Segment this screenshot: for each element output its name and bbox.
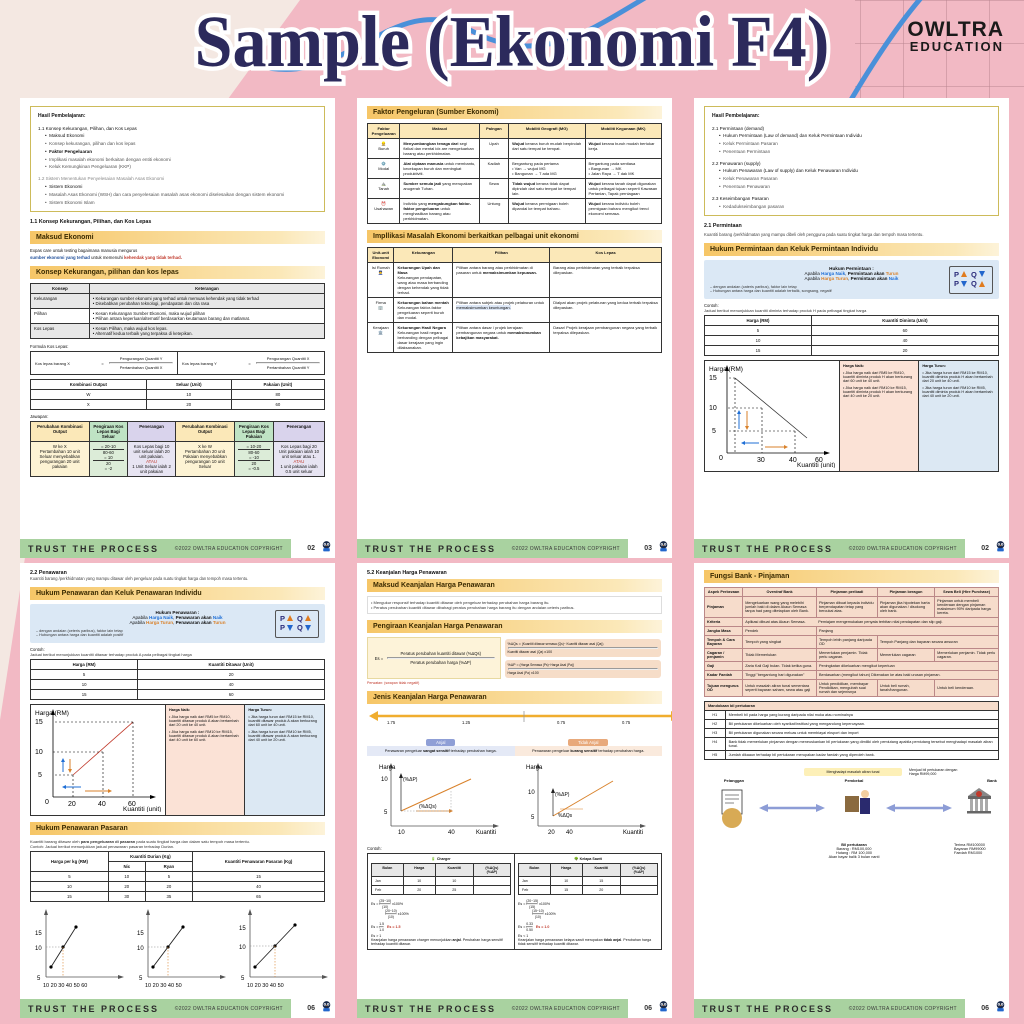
svg-text:(%ΔP): (%ΔP) [555,792,570,798]
svg-text:P: P [280,614,285,623]
svg-text:P: P [954,270,959,279]
svg-text:0: 0 [45,799,49,806]
svg-text:20: 20 [68,801,76,808]
svg-text:5: 5 [531,815,535,821]
svg-text:Harga: Harga [379,765,396,771]
svg-text:15: 15 [35,931,42,937]
svg-text:0: 0 [719,455,723,462]
svg-text:10: 10 [709,405,717,412]
svg-text:40: 40 [448,830,455,836]
svg-text:(%ΔQs): (%ΔQs) [419,804,437,810]
svg-text:10 20 30 40 50 60: 10 20 30 40 50 60 [43,983,87,989]
svg-text:5: 5 [712,428,716,435]
svg-text:Q: Q [971,270,977,279]
svg-text:%ΔQs: %ΔQs [558,813,573,819]
svg-text:5: 5 [38,772,42,779]
svg-text:10: 10 [137,946,144,952]
svg-text:5: 5 [139,976,143,982]
svg-text:5: 5 [37,976,41,982]
svg-text:Q: Q [971,279,977,288]
svg-text:Q: Q [297,623,303,632]
svg-text:Kuantiti: Kuantiti [476,830,496,836]
svg-text:Harga (RM): Harga (RM) [35,710,69,717]
svg-text:Harga (RM): Harga (RM) [709,366,743,373]
svg-text:10: 10 [398,830,405,836]
svg-text:40: 40 [789,457,797,464]
svg-text:5: 5 [384,810,388,816]
svg-text:40: 40 [98,801,106,808]
svg-text:Q: Q [297,614,303,623]
svg-text:40: 40 [566,830,573,836]
svg-text:10 20 30 40 50: 10 20 30 40 50 [247,983,284,989]
svg-text:Kuantiti: Kuantiti [623,830,643,836]
svg-text:20: 20 [548,830,555,836]
svg-text:P: P [954,279,959,288]
svg-text:10: 10 [239,945,246,951]
svg-text:10: 10 [35,749,43,756]
svg-text:10: 10 [381,777,388,783]
svg-text:P: P [280,623,285,632]
svg-text:15: 15 [239,926,246,932]
svg-text:Harga: Harga [526,765,543,771]
svg-text:15: 15 [709,375,717,382]
svg-text:Kuantiti (unit): Kuantiti (unit) [797,462,835,468]
svg-text:10: 10 [35,946,42,952]
svg-text:Kuantiti (unit): Kuantiti (unit) [123,806,161,812]
svg-text:15: 15 [137,931,144,937]
svg-text:10 20 30 40 50: 10 20 30 40 50 [145,983,182,989]
svg-text:30: 30 [757,457,765,464]
svg-text:5: 5 [241,976,245,982]
svg-text:10: 10 [528,790,535,796]
svg-text:(%ΔP): (%ΔP) [403,777,418,783]
svg-text:15: 15 [35,719,43,726]
